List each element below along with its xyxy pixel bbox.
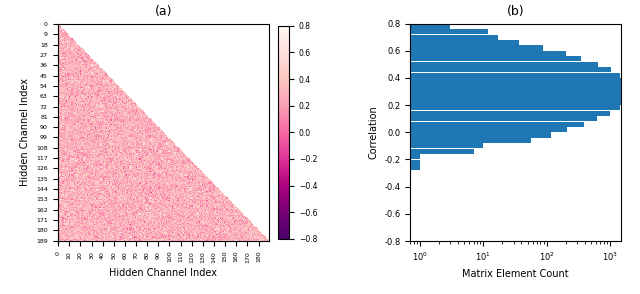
Bar bbox=[0, 154, 420, 159]
Bar bbox=[0, 34, 498, 40]
Bar bbox=[0, 73, 620, 78]
Bar bbox=[0, 138, 531, 143]
X-axis label: Hidden Channel Index: Hidden Channel Index bbox=[109, 268, 218, 278]
Bar bbox=[0, 116, 598, 121]
Bar bbox=[0, 29, 488, 34]
Bar bbox=[0, 149, 474, 154]
Bar bbox=[0, 51, 566, 56]
Title: (b): (b) bbox=[507, 5, 524, 18]
Y-axis label: Hidden Channel Index: Hidden Channel Index bbox=[20, 78, 31, 186]
Bar bbox=[0, 165, 420, 170]
Y-axis label: Correlation: Correlation bbox=[369, 106, 379, 159]
Bar bbox=[0, 56, 581, 61]
Bar bbox=[0, 100, 627, 105]
Bar bbox=[0, 89, 631, 94]
Bar bbox=[0, 105, 620, 111]
Bar bbox=[0, 83, 630, 89]
Bar bbox=[0, 143, 483, 148]
Title: (a): (a) bbox=[155, 5, 172, 18]
Bar bbox=[0, 62, 598, 67]
X-axis label: Matrix Element Count: Matrix Element Count bbox=[462, 269, 569, 279]
Bar bbox=[0, 40, 518, 45]
Bar bbox=[0, 127, 567, 132]
Bar bbox=[0, 78, 628, 83]
Bar bbox=[0, 67, 611, 72]
Bar bbox=[0, 45, 543, 51]
Bar bbox=[0, 94, 630, 100]
Bar bbox=[0, 121, 584, 127]
Bar bbox=[0, 132, 550, 138]
Bar bbox=[0, 160, 420, 165]
Bar bbox=[0, 111, 609, 116]
Bar bbox=[0, 24, 451, 29]
